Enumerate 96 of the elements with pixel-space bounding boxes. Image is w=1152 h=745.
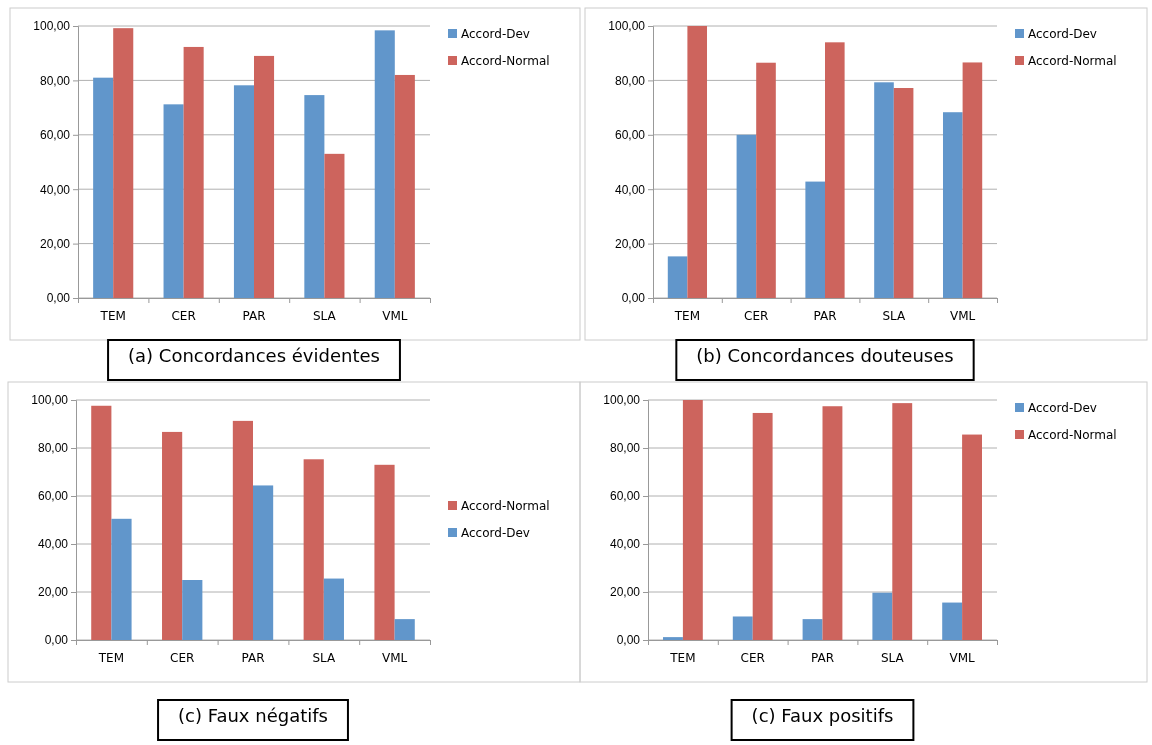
bar — [323, 578, 344, 640]
bar — [732, 616, 753, 640]
x-tick-label: SLA — [313, 309, 337, 323]
bar — [394, 74, 415, 298]
legend-label: Accord-Normal — [1028, 54, 1117, 68]
bar — [752, 412, 773, 640]
x-tick-label: TEM — [97, 651, 125, 665]
x-tick-label: SLA — [880, 651, 905, 665]
y-tick-label: 60,00 — [614, 128, 646, 143]
x-tick-label: PAR — [813, 309, 837, 323]
x-tick-label: PAR — [241, 651, 265, 665]
bar — [232, 420, 253, 640]
bar — [736, 134, 757, 298]
x-tick-label: PAR — [242, 309, 266, 323]
text: (c) Faux négatifs — [178, 705, 328, 726]
y-tick-label: 60,00 — [39, 128, 71, 143]
y-tick-label: 0,00 — [46, 291, 71, 306]
x-tick-label: TEM — [99, 309, 126, 323]
y-tick-label: 80,00 — [609, 441, 641, 456]
bar — [667, 256, 688, 298]
bar — [303, 459, 324, 640]
x-tick-label: CER — [170, 651, 195, 665]
x-tick-label: VML — [949, 309, 976, 323]
bar — [304, 95, 325, 298]
bar — [253, 485, 274, 640]
bar — [805, 181, 825, 298]
x-tick-label: VML — [381, 651, 408, 665]
legend-label: Accord-Dev — [1028, 401, 1097, 415]
y-tick-label: 20,00 — [609, 585, 641, 600]
y-tick-label: 80,00 — [614, 73, 646, 88]
bar — [113, 28, 134, 298]
bar — [872, 592, 893, 640]
y-tick-label: 20,00 — [614, 236, 646, 251]
bar — [802, 619, 823, 640]
y-tick-label: 100,00 — [31, 393, 69, 408]
bar — [324, 153, 345, 298]
bar — [893, 88, 914, 298]
legend-label: Accord-Normal — [461, 499, 550, 513]
bar — [111, 518, 132, 640]
x-tick-label: PAR — [810, 651, 835, 665]
bar — [182, 580, 203, 640]
y-tick-label: 80,00 — [37, 441, 69, 456]
bar — [756, 62, 776, 298]
bar — [233, 85, 254, 298]
legend-label: Accord-Dev — [461, 27, 530, 41]
bar — [163, 104, 184, 298]
y-tick-label: 0,00 — [44, 633, 69, 648]
legend-label: Accord-Normal — [461, 54, 550, 68]
y-tick-label: 0,00 — [616, 633, 641, 648]
bar — [91, 405, 112, 640]
y-tick-label: 100,00 — [33, 19, 71, 34]
y-tick-label: 40,00 — [39, 182, 71, 197]
text: (a) Concordances évidentes — [128, 345, 380, 366]
legend-label: Accord-Normal — [1028, 428, 1117, 442]
y-tick-label: 40,00 — [609, 537, 641, 552]
y-tick-label: 100,00 — [608, 19, 646, 34]
x-tick-label: VML — [382, 309, 408, 323]
x-tick-label: CER — [740, 651, 765, 665]
bar — [93, 77, 114, 298]
x-tick-label: TEM — [669, 651, 696, 665]
text: (b) Concordances douteuses — [696, 345, 954, 366]
y-tick-label: 40,00 — [37, 537, 69, 552]
x-tick-label: CER — [171, 309, 196, 323]
x-tick-label: SLA — [312, 651, 336, 665]
x-tick-label: TEM — [673, 309, 701, 323]
y-tick-label: 20,00 — [39, 236, 71, 251]
bar — [962, 62, 983, 298]
y-tick-label: 60,00 — [37, 489, 69, 504]
x-tick-label: SLA — [882, 309, 906, 323]
legend-label: Accord-Dev — [461, 526, 530, 540]
y-tick-label: 0,00 — [621, 291, 646, 306]
bar — [682, 400, 703, 640]
y-tick-label: 60,00 — [609, 489, 641, 504]
bar — [374, 30, 395, 298]
x-tick-label: VML — [949, 651, 976, 665]
y-tick-label: 20,00 — [37, 585, 69, 600]
text: (c) Faux positifs — [751, 705, 894, 726]
y-tick-label: 40,00 — [614, 182, 646, 197]
bar — [374, 464, 395, 640]
legend-label: Accord-Dev — [1028, 27, 1097, 41]
bar — [183, 46, 204, 298]
bar — [162, 431, 183, 640]
bar — [874, 82, 894, 298]
bar — [942, 602, 963, 640]
bar — [962, 434, 982, 640]
bar — [825, 42, 845, 298]
bar — [394, 619, 415, 640]
bar — [663, 637, 683, 640]
x-tick-label: CER — [744, 309, 769, 323]
bar — [942, 112, 963, 298]
bar — [687, 26, 708, 298]
y-tick-label: 100,00 — [603, 393, 641, 408]
bar — [822, 406, 843, 640]
bar — [254, 55, 275, 298]
y-tick-label: 80,00 — [39, 73, 71, 88]
bar — [892, 403, 913, 640]
